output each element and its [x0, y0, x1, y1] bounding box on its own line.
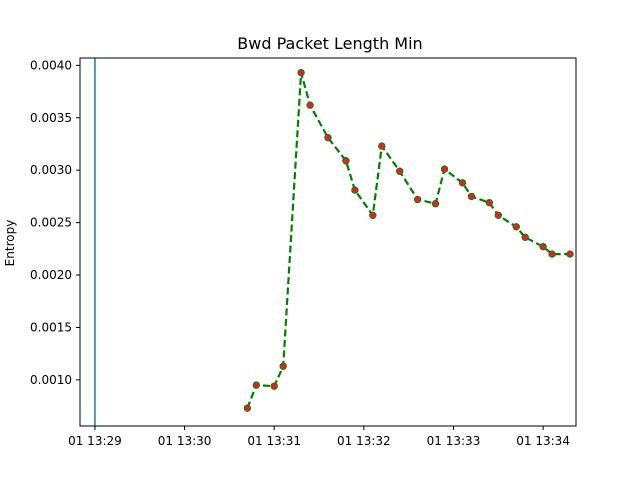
- data-point: [566, 250, 574, 258]
- data-point: [297, 68, 305, 77]
- y-tick-label: 0.0030: [30, 163, 72, 177]
- data-point: [369, 211, 377, 219]
- data-point: [279, 362, 287, 370]
- chart-title: Bwd Packet Length Min: [237, 34, 422, 53]
- series-line: [246, 72, 570, 409]
- data-point: [342, 157, 350, 165]
- y-tick-label: 0.0035: [30, 111, 72, 125]
- y-tick-label: 0.0010: [30, 373, 72, 387]
- data-point: [431, 200, 440, 208]
- data-point: [306, 101, 314, 109]
- data-point: [252, 381, 260, 389]
- y-tick-label: 0.0025: [30, 216, 72, 230]
- data-point: [270, 382, 278, 390]
- data-point: [440, 165, 449, 173]
- x-tick-label: 01 13:30: [158, 434, 212, 448]
- data-point: [485, 198, 494, 207]
- data-point: [413, 195, 422, 204]
- y-tick-label: 0.0015: [30, 320, 72, 334]
- data-point: [378, 142, 386, 150]
- data-point: [467, 192, 476, 201]
- x-tick-label: 01 13:34: [516, 434, 570, 448]
- x-tick-label: 01 13:32: [337, 434, 391, 448]
- x-tick-label: 01 13:29: [68, 434, 122, 448]
- data-point: [243, 404, 252, 412]
- data-point: [512, 223, 520, 231]
- x-tick-label: 01 13:31: [247, 434, 301, 448]
- y-tick-label: 0.0040: [30, 58, 72, 72]
- data-point: [494, 211, 503, 219]
- data-point: [324, 133, 332, 142]
- data-point: [396, 167, 404, 175]
- data-point: [458, 179, 467, 187]
- plot-area: [94, 58, 574, 426]
- y-axis-label: Entropy: [3, 220, 17, 267]
- data-point: [351, 186, 359, 194]
- data-point: [539, 243, 547, 251]
- data-point: [521, 233, 529, 241]
- y-tick-label: 0.0020: [30, 268, 72, 282]
- x-tick-label: 01 13:33: [427, 434, 481, 448]
- data-point: [548, 250, 556, 258]
- plot-frame: [79, 57, 577, 427]
